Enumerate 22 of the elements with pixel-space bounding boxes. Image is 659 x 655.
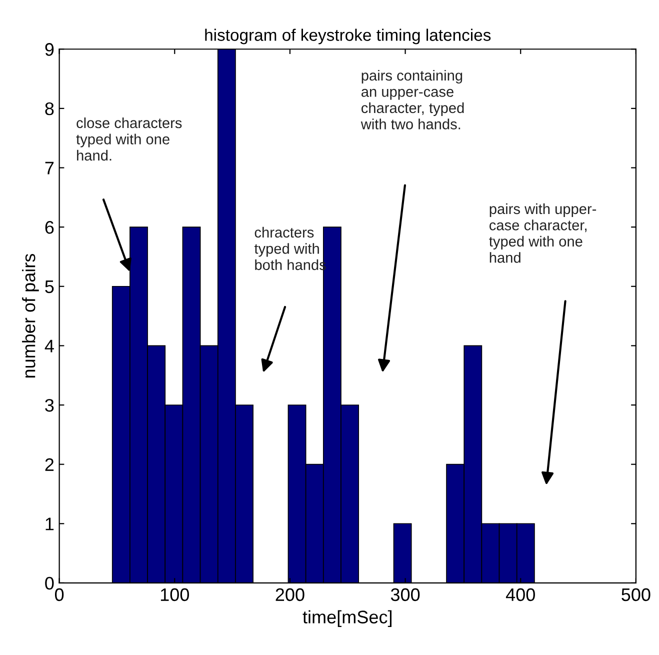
- x-axis-title: time[mSec]: [302, 610, 392, 628]
- x-tick-label: 300: [390, 588, 420, 602]
- y-tick-label: 6: [45, 221, 54, 234]
- chart-title: histogram of keystroke timing latencies: [205, 28, 491, 44]
- y-tick-label: 7: [45, 162, 54, 174]
- annotation: pairs with upper- case character, typed with one hand: [489, 203, 596, 263]
- x-tick-label: 200: [276, 588, 304, 602]
- annotation: close characters typed with one hand.: [76, 117, 182, 161]
- x-tick-label: 400: [506, 588, 535, 602]
- y-tick-label: 2: [45, 458, 54, 471]
- y-tick-label: 4: [44, 340, 54, 352]
- y-tick-label: 3: [45, 398, 54, 412]
- y-tick-label: 9: [45, 43, 54, 56]
- y-axis-title: number of pairs: [22, 254, 39, 378]
- y-tick-label: 8: [45, 102, 54, 116]
- x-tick-label: 500: [622, 588, 650, 602]
- y-tick-label: 1: [46, 518, 54, 530]
- x-tick-label: 100: [160, 588, 189, 602]
- x-tick-label: 0: [54, 588, 64, 602]
- annotation: pairs containing an upper-case character, typed with two hands.: [360, 70, 464, 130]
- y-tick-label: 5: [45, 280, 54, 294]
- y-tick-label: 0: [45, 576, 54, 590]
